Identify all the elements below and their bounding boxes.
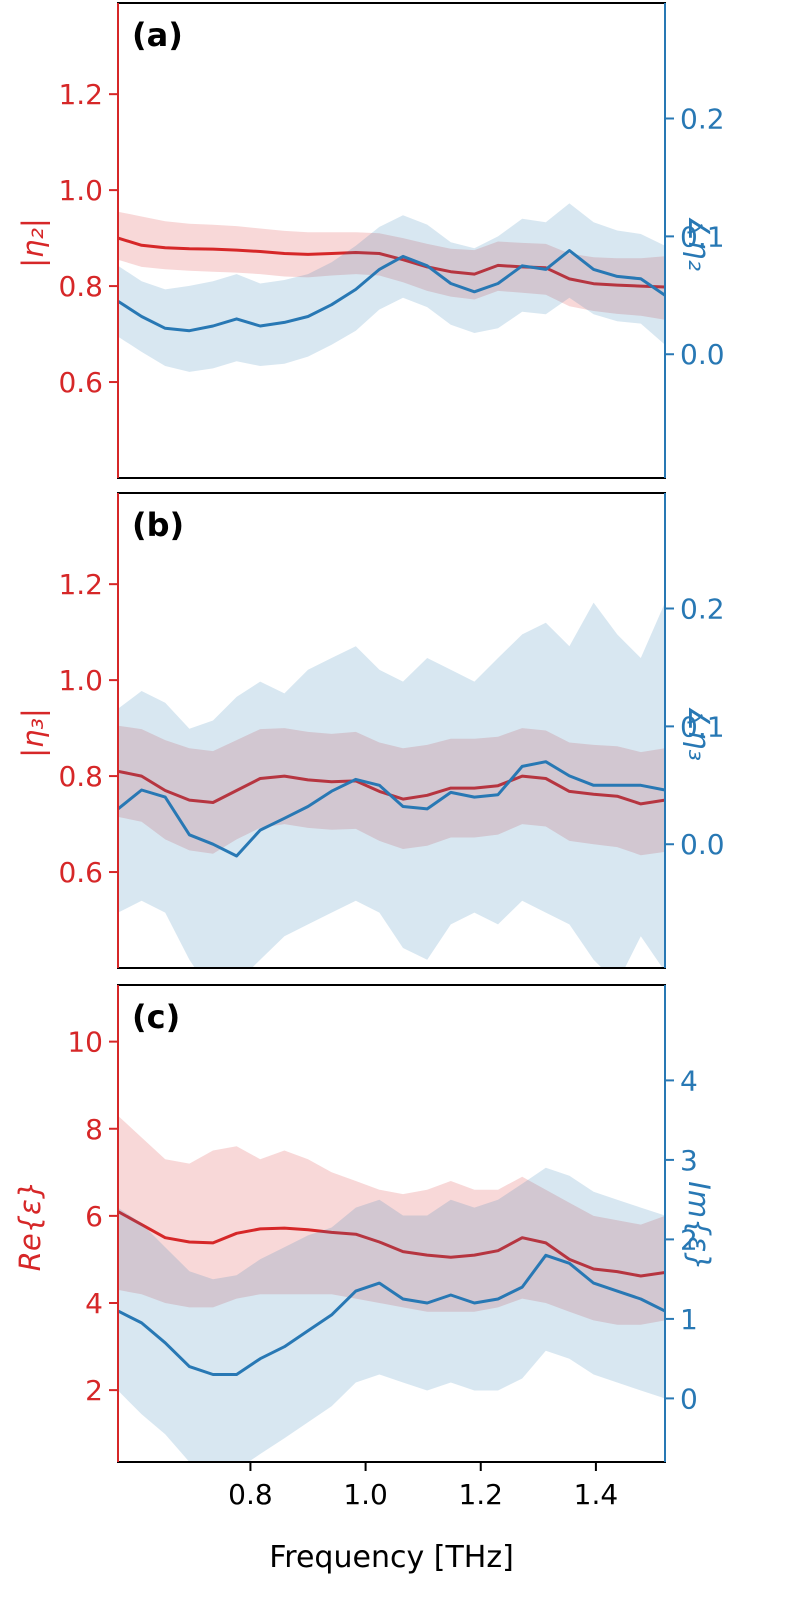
panel-0-right-tick-label: 0.2 — [680, 103, 725, 136]
panel-2-left-line — [118, 1210, 665, 1278]
left-axis-label-a: |η₂| — [16, 218, 50, 268]
x-tick-label: 1.4 — [574, 1478, 619, 1511]
panel-2-right-line — [118, 1253, 665, 1376]
panel-0-left-band — [118, 211, 665, 320]
panel-2-right-tick-label: 4 — [680, 1064, 698, 1097]
panel-2-right-tick-label: 2 — [680, 1223, 698, 1256]
right-axis-label-b: ∡η₃ — [682, 704, 716, 762]
panel-1-right-tick-label: 0.1 — [680, 710, 725, 743]
right-axis-label-a: ∡η₂ — [682, 214, 716, 272]
panel-c-letter: (c) — [132, 998, 181, 1036]
panel-1-right-tick-label: 0.0 — [680, 828, 725, 861]
panel-1-left-tick-label: 0.6 — [58, 856, 103, 889]
panel-b-letter: (b) — [132, 506, 185, 544]
panel-2-left-tick-label: 8 — [85, 1113, 103, 1146]
panel-0-left-tick-label: 0.6 — [58, 366, 103, 399]
panel-2-right-tick-label: 1 — [680, 1303, 698, 1336]
panel-0-left-line — [118, 236, 665, 289]
panel-0-left-tick-label: 0.8 — [58, 270, 103, 303]
left-axis-label-b: |η₃| — [16, 708, 50, 758]
panel-2-left-band — [118, 1115, 665, 1325]
x-axis-label: Frequency [THz] — [269, 1540, 514, 1575]
panel-2-right-band — [118, 1167, 665, 1462]
panel-1-right-tick-label: 0.2 — [680, 593, 725, 626]
panel-0-right-tick-label: 0.1 — [680, 220, 725, 253]
panel-2-left-tick-label: 2 — [85, 1374, 103, 1407]
panel-2-right-tick-label: 0 — [680, 1382, 698, 1415]
panel-0-left-tick-label: 1.2 — [58, 78, 103, 111]
panel-0-right-line — [118, 249, 665, 333]
panel-1-right-line — [118, 760, 665, 858]
x-tick-label: 0.8 — [228, 1478, 273, 1511]
panel-0-right-tick-label: 0.0 — [680, 338, 725, 371]
panel-2-left-tick-label: 6 — [85, 1200, 103, 1233]
x-tick-label: 1.0 — [343, 1478, 388, 1511]
panel-0-left-tick-label: 1.0 — [58, 174, 103, 207]
panel-1-left-tick-label: 1.2 — [58, 568, 103, 601]
right-axis-label-c: Im{ε} — [682, 1181, 716, 1271]
x-tick-label: 1.2 — [458, 1478, 503, 1511]
panel-0-right-band — [118, 203, 665, 372]
panel-a-letter: (a) — [132, 16, 183, 54]
panel-1-right-band — [118, 602, 665, 968]
left-axis-label-c: Re{ε} — [13, 1180, 47, 1272]
panel-2-left-tick-label: 4 — [85, 1287, 103, 1320]
panel-1-left-tick-label: 1.0 — [58, 664, 103, 697]
panel-2-right-tick-label: 3 — [680, 1144, 698, 1177]
panel-1-left-band — [118, 725, 665, 856]
panel-2-left-tick-label: 10 — [67, 1026, 103, 1059]
panel-1-left-tick-label: 0.8 — [58, 760, 103, 793]
